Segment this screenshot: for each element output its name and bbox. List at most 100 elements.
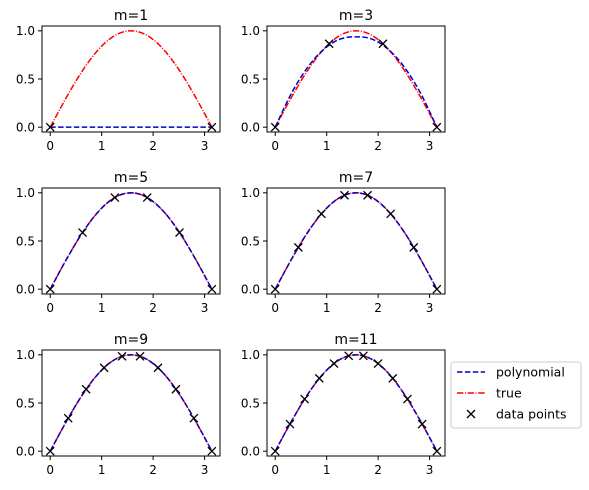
true-curve bbox=[49, 192, 213, 290]
y-tick-label: 0.0 bbox=[241, 282, 260, 296]
data-point bbox=[300, 394, 310, 404]
subplot-4: m=7 0 1 2 3 0.0 0.5 1.0 bbox=[241, 170, 446, 315]
y-tick-label: 0.5 bbox=[16, 72, 35, 86]
data-point bbox=[358, 351, 368, 361]
subplot-3: m=5 0 1 2 3 0.0 0.5 1.0 bbox=[16, 170, 221, 315]
y-tick-label: 0.5 bbox=[16, 396, 35, 410]
subplot-title: m=11 bbox=[334, 332, 377, 348]
x-tick-label: 0 bbox=[271, 139, 279, 153]
true-curve bbox=[49, 354, 213, 452]
x-tick-label: 1 bbox=[98, 301, 106, 315]
x-tick-label: 0 bbox=[271, 463, 279, 477]
data-point bbox=[403, 394, 412, 404]
polynomial-curve bbox=[49, 192, 213, 290]
data-point bbox=[378, 39, 388, 49]
subplot-title: m=7 bbox=[339, 170, 373, 186]
data-point bbox=[388, 373, 398, 383]
x-tick-label: 2 bbox=[374, 139, 382, 153]
data-point bbox=[270, 122, 280, 132]
data-point bbox=[293, 242, 303, 252]
true-curve bbox=[49, 30, 213, 128]
y-tick-label: 1.0 bbox=[241, 24, 260, 38]
x-tick-label: 3 bbox=[201, 139, 209, 153]
data-point bbox=[285, 419, 295, 429]
data-point bbox=[135, 351, 145, 361]
axes-frame bbox=[41, 25, 221, 133]
y-tick-label: 0.5 bbox=[241, 72, 260, 86]
data-point bbox=[63, 413, 73, 423]
x-tick-label: 1 bbox=[98, 139, 106, 153]
subplot-2: m=3 0 1 2 3 0.0 0.5 1.0 bbox=[241, 8, 446, 153]
data-point bbox=[363, 190, 373, 200]
y-tick-label: 1.0 bbox=[16, 186, 35, 200]
legend-box bbox=[450, 361, 582, 429]
data-point bbox=[314, 373, 324, 383]
data-point bbox=[324, 39, 334, 49]
data-point bbox=[373, 359, 383, 368]
x-tick-label: 1 bbox=[323, 139, 331, 153]
x-tick-label: 0 bbox=[46, 301, 54, 315]
axes-frame bbox=[266, 187, 446, 295]
data-point bbox=[171, 384, 181, 394]
data-point bbox=[45, 122, 55, 132]
data-point bbox=[117, 351, 127, 361]
polynomial-curve bbox=[274, 354, 438, 452]
polynomial-curve bbox=[274, 36, 438, 128]
subplot-title: m=9 bbox=[114, 332, 148, 348]
x-tick-label: 2 bbox=[374, 463, 382, 477]
data-point bbox=[270, 284, 280, 294]
x-tick-label: 1 bbox=[98, 463, 106, 477]
x-tick-label: 3 bbox=[426, 463, 434, 477]
axes-frame bbox=[266, 349, 446, 457]
x-tick-label: 3 bbox=[426, 301, 434, 315]
true-curve bbox=[274, 192, 438, 290]
x-tick-label: 1 bbox=[323, 463, 331, 477]
polynomial-curve bbox=[49, 354, 213, 452]
polynomial-curve bbox=[274, 192, 438, 290]
subplot-title: m=5 bbox=[114, 170, 148, 186]
data-point bbox=[189, 413, 199, 423]
subplot-title: m=1 bbox=[114, 8, 148, 24]
data-point bbox=[340, 190, 349, 200]
data-point bbox=[81, 384, 91, 394]
data-point bbox=[329, 359, 339, 368]
y-tick-label: 1.0 bbox=[16, 24, 35, 38]
x-tick-label: 0 bbox=[46, 463, 54, 477]
data-point bbox=[207, 284, 217, 294]
subplot-title: m=3 bbox=[339, 8, 373, 24]
y-tick-label: 1.0 bbox=[241, 348, 260, 362]
data-point bbox=[45, 284, 55, 294]
data-point bbox=[78, 228, 88, 237]
data-point bbox=[417, 419, 427, 429]
legend-data-points-label: data points bbox=[496, 407, 567, 422]
data-point bbox=[207, 446, 217, 456]
data-point bbox=[153, 363, 163, 373]
legend-true-label: true bbox=[496, 386, 522, 401]
data-point bbox=[110, 193, 120, 202]
data-point bbox=[45, 446, 55, 456]
legend-x-marker bbox=[466, 409, 476, 419]
subplot-5: m=9 0 1 2 3 0.0 0.5 1.0 bbox=[16, 332, 221, 477]
data-point bbox=[207, 122, 217, 132]
y-tick-label: 0.0 bbox=[241, 444, 260, 458]
x-tick-label: 0 bbox=[271, 301, 279, 315]
y-tick-label: 0.0 bbox=[16, 120, 35, 134]
x-tick-label: 3 bbox=[201, 463, 209, 477]
x-tick-label: 2 bbox=[149, 463, 157, 477]
subplots: m=1 0 1 2 3 0.0 0.5 1.0 m=3 0 1 2 3 0.0 0.5 1.0 m=5 0 1 2 3 0… bbox=[16, 8, 446, 477]
subplot-6: m=11 0 1 2 3 0.0 0.5 1.0 bbox=[241, 332, 446, 477]
axes-frame bbox=[266, 25, 446, 133]
data-point bbox=[270, 446, 280, 456]
legend-data-points-marker bbox=[466, 409, 476, 419]
data-point bbox=[432, 122, 442, 132]
true-curve bbox=[274, 30, 438, 128]
data-point bbox=[432, 446, 442, 456]
x-tick-label: 3 bbox=[426, 139, 434, 153]
x-tick-label: 2 bbox=[149, 139, 157, 153]
y-tick-label: 1.0 bbox=[241, 186, 260, 200]
data-point bbox=[344, 351, 354, 361]
y-tick-label: 0.0 bbox=[16, 444, 35, 458]
data-point bbox=[175, 228, 184, 237]
x-tick-label: 2 bbox=[374, 301, 382, 315]
x-tick-label: 1 bbox=[323, 301, 331, 315]
